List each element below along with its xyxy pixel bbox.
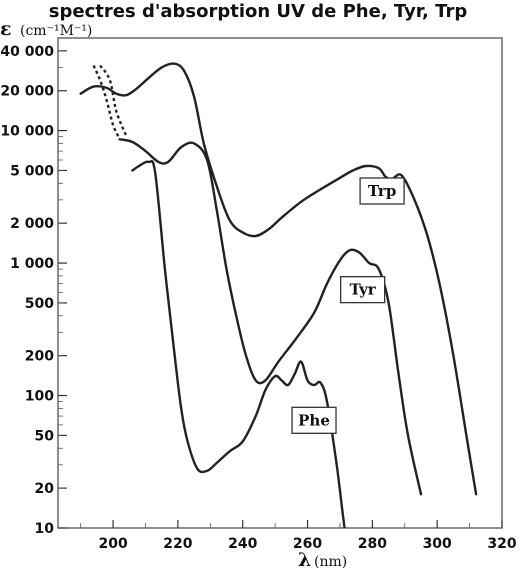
y-tick-label: 20 000	[0, 84, 54, 100]
label-box	[291, 406, 337, 434]
label-text: Trp	[368, 182, 396, 200]
y-axis: 10 20 50 100 200 500 1 000 2 000 5 000 10 000 20 0…	[0, 44, 67, 537]
label-text: Phe	[298, 411, 330, 429]
x-tick-label: 280	[358, 536, 387, 552]
y-tick-label: 200	[25, 349, 54, 365]
y-tick-label: 5 000	[10, 163, 54, 179]
plot-frame	[57, 37, 503, 529]
y-tick-label: 50	[35, 428, 55, 444]
series-label-trp: Trp	[359, 177, 405, 205]
y-tick-label: 10	[35, 521, 55, 537]
series-dashed-trp	[92, 65, 121, 140]
series-line-tyr	[118, 138, 423, 496]
series-label-tyr: Tyr	[339, 275, 386, 304]
x-tick-label: 260	[293, 536, 322, 552]
x-axis: 200 220 240 260 280 300 320	[80, 520, 517, 552]
x-axis-symbol: λ	[298, 549, 311, 571]
y-tick-label: 20	[35, 481, 55, 497]
series-dashed-tyr	[99, 64, 128, 136]
series-line-trp	[79, 62, 478, 496]
series-group	[79, 62, 478, 528]
y-tick-label: 40 000	[0, 44, 54, 60]
series-line-phe	[131, 159, 346, 528]
y-tick-label: 2 000	[10, 216, 54, 232]
y-tick-label: 100	[25, 389, 54, 405]
series-label-phe: Phe	[291, 406, 337, 434]
x-tick-label: 240	[228, 536, 257, 552]
y-tick-label: 500	[25, 296, 54, 312]
x-tick-label: 320	[487, 536, 516, 552]
x-axis-unit: (nm)	[314, 554, 347, 570]
y-tick-label: 10 000	[0, 124, 54, 140]
label-box	[359, 177, 405, 205]
y-tick-label: 1 000	[10, 256, 54, 272]
label-text: Tyr	[350, 281, 377, 299]
x-tick-label: 220	[163, 536, 192, 552]
y-axis-symbol: ε	[0, 18, 12, 40]
chart-title: spectres d'absorption UV de Phe, Tyr, Tr…	[49, 1, 468, 22]
label-box	[339, 275, 386, 304]
x-tick-label: 300	[423, 536, 452, 552]
series-labels: Trp Tyr Phe	[291, 177, 405, 434]
y-axis-unit: (cm⁻¹M⁻¹)	[20, 23, 92, 39]
x-tick-label: 200	[98, 536, 127, 552]
